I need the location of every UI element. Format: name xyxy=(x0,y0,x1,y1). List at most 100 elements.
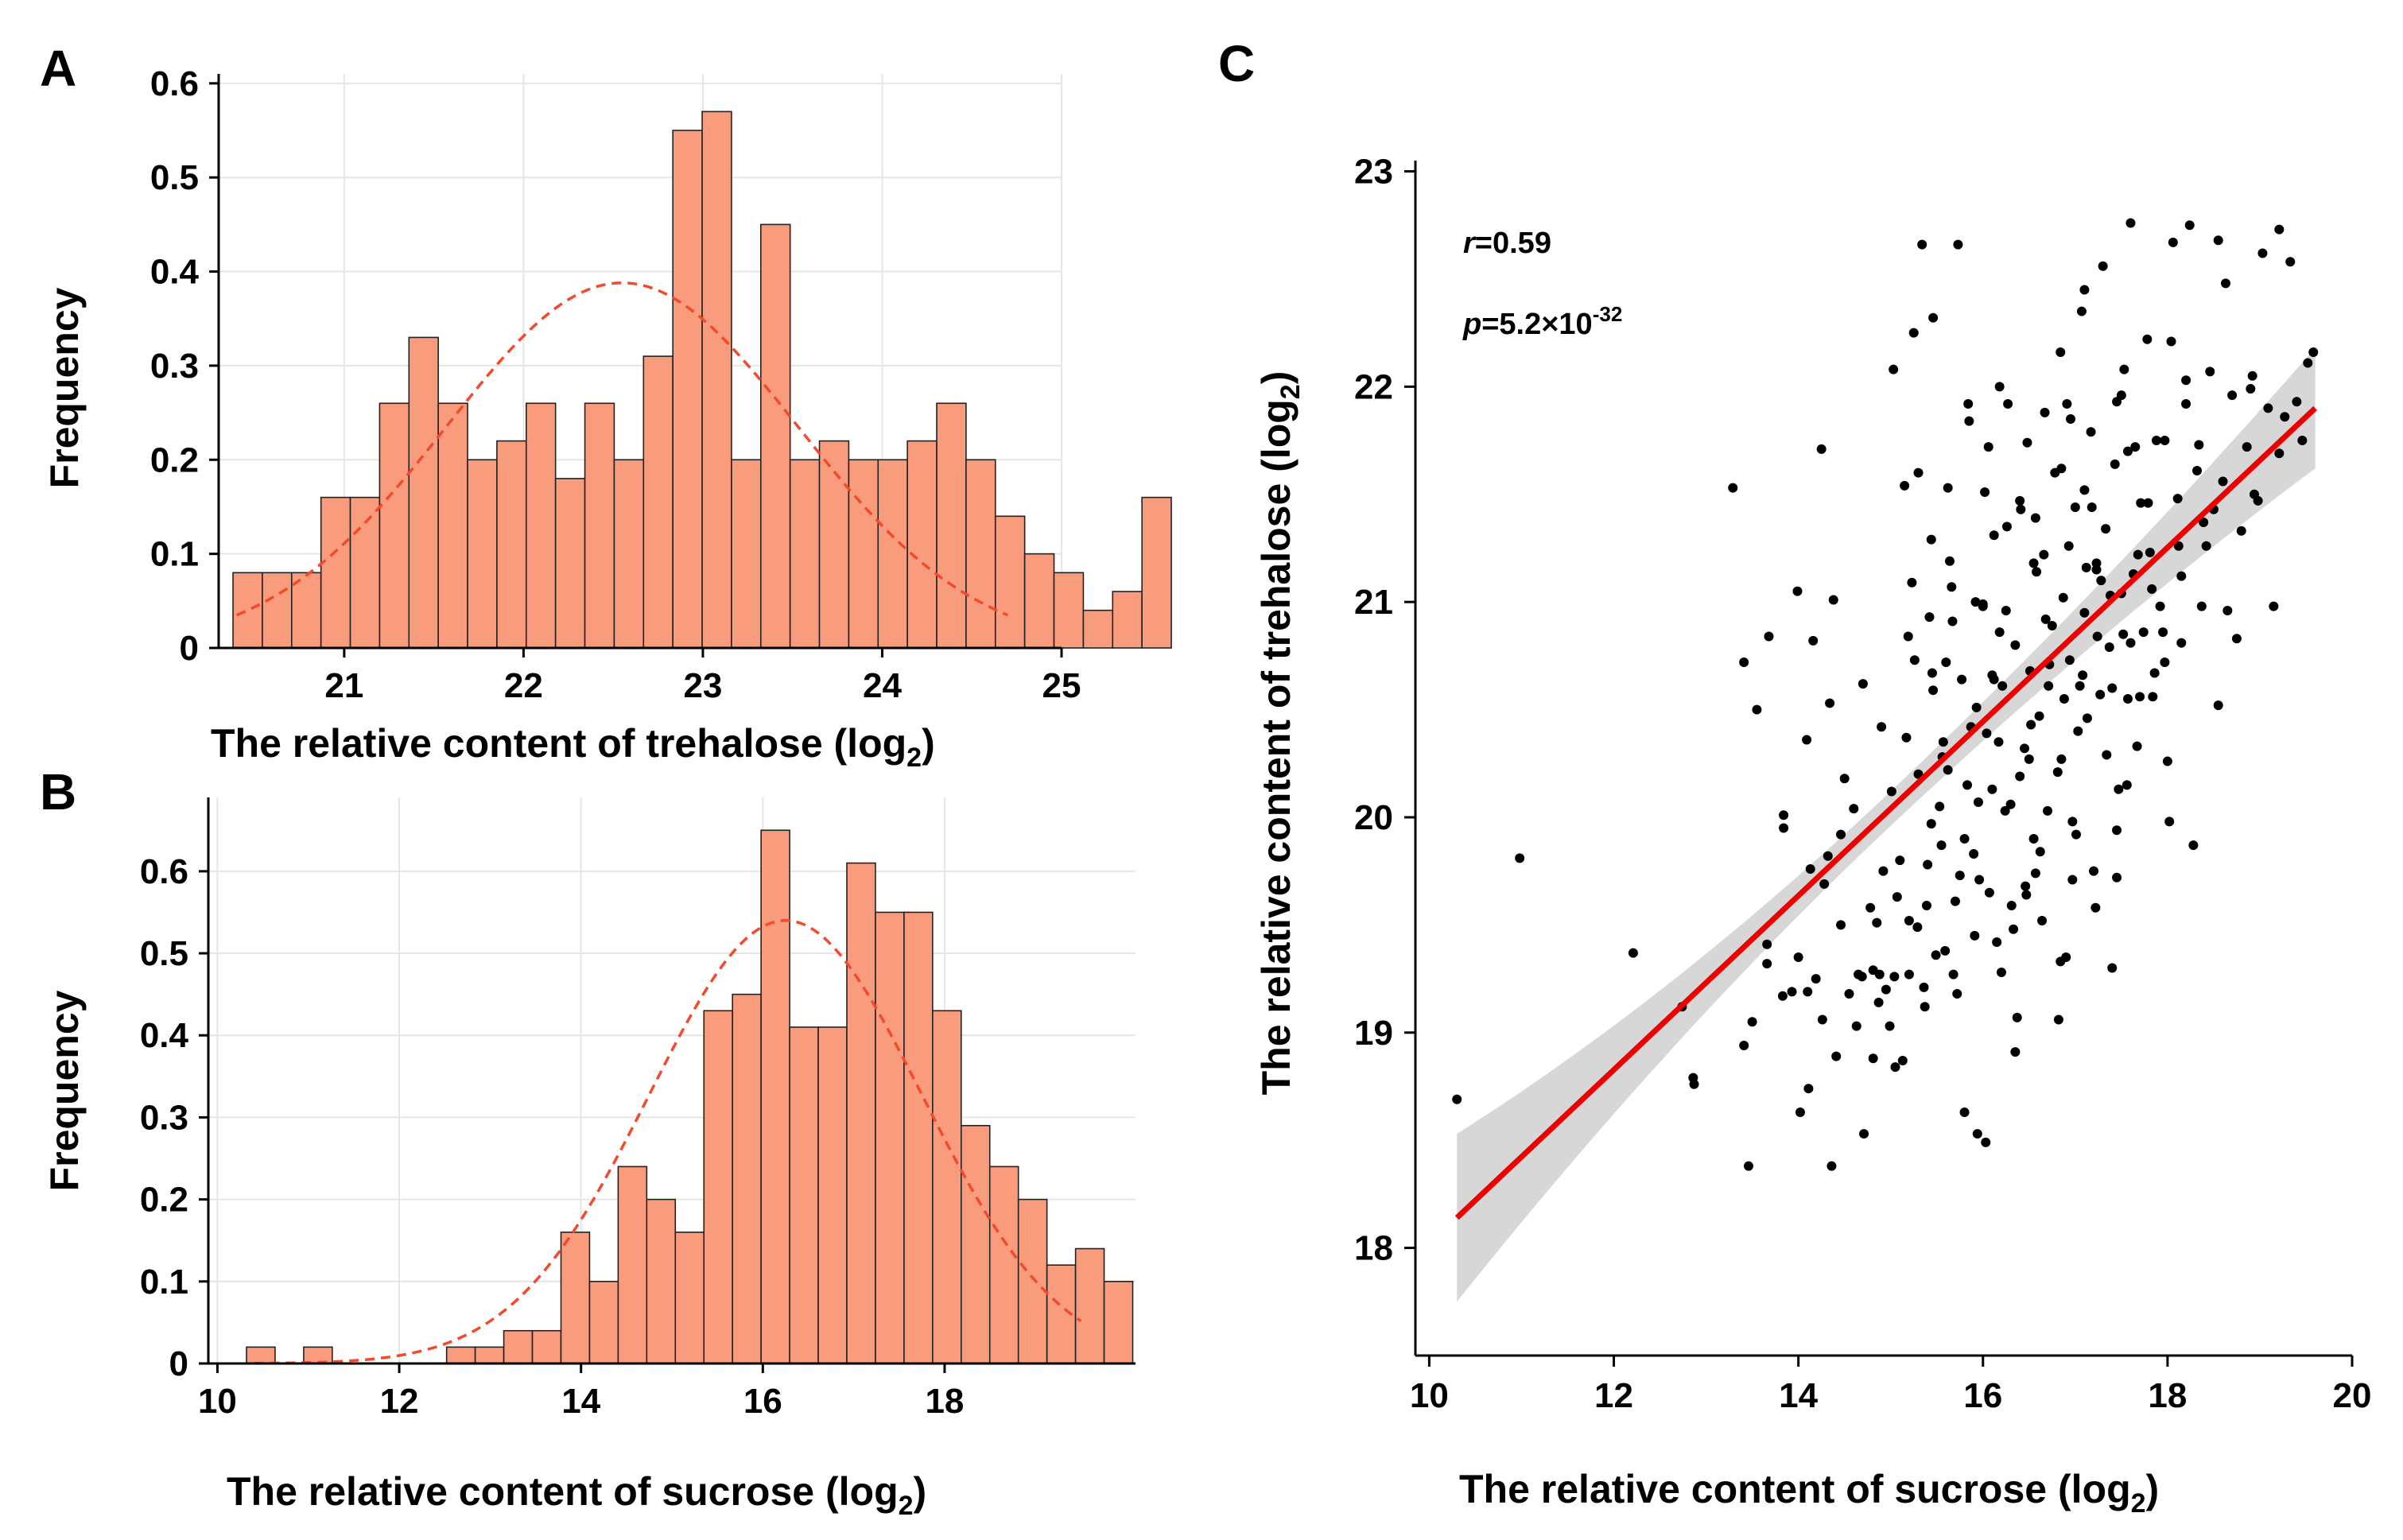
scatter-point xyxy=(1743,1161,1753,1171)
histogram-bar xyxy=(961,1124,991,1364)
scatter-point xyxy=(1982,728,1992,739)
scatter-point xyxy=(2149,668,2160,678)
tick-labels: 18 19 20 21 22 23 10 12 14 16 18 20 xyxy=(1354,153,2371,1415)
y-tick-label: 0.4 xyxy=(140,1016,189,1055)
histogram-bar xyxy=(1017,1198,1048,1364)
scatter-point xyxy=(2071,829,2081,840)
scatter-point xyxy=(1858,679,1868,689)
scatter-point xyxy=(1919,982,1929,992)
scatter-point xyxy=(2066,413,2076,424)
scatter-point xyxy=(2101,524,2111,534)
histogram-bar xyxy=(875,911,905,1364)
scatter-point xyxy=(2138,627,2149,638)
x-tick-label: 22 xyxy=(504,666,543,705)
scatter-point xyxy=(1823,851,1833,861)
scatter-point xyxy=(1989,674,1999,685)
scatter-point xyxy=(1973,797,1983,808)
scatter-point xyxy=(2236,526,2246,536)
regression-line xyxy=(1454,405,2317,1220)
scatter-point xyxy=(2073,726,2083,736)
histogram-bar xyxy=(246,1346,276,1364)
normal-fit-curve xyxy=(235,281,1008,617)
scatter-point xyxy=(2040,614,2051,624)
scatter-point xyxy=(2194,440,2204,450)
scatter-point xyxy=(1912,922,1923,933)
correlation-annotation: r=0.59 xyxy=(1463,227,1551,260)
x-tick-label: 10 xyxy=(1410,1376,1449,1415)
scatter-point xyxy=(1983,442,1993,452)
scatter-point xyxy=(1764,631,1774,642)
scatter-point xyxy=(1777,991,1788,1001)
scatter-point xyxy=(2070,502,2080,513)
scatter-point xyxy=(1936,840,1947,851)
scatter-point xyxy=(2151,436,2161,446)
scatter-point xyxy=(2122,694,2133,704)
histogram-bar xyxy=(760,829,790,1364)
scatter-points xyxy=(1452,218,2319,1171)
histogram-bar xyxy=(936,402,967,649)
x-tick-label: 18 xyxy=(2148,1376,2187,1415)
scatter-point xyxy=(1959,1107,1970,1117)
histogram-bar xyxy=(1103,1281,1134,1364)
scatter-point xyxy=(2022,437,2032,448)
scatter-point xyxy=(1803,987,1813,997)
scatter-point xyxy=(2062,399,2072,409)
scatter-point xyxy=(2032,567,2042,577)
scatter-point xyxy=(2205,367,2215,377)
scatter-point xyxy=(2000,805,2010,816)
histogram-bar xyxy=(437,402,468,649)
scatter-point xyxy=(1851,1021,1861,1031)
histogram-bar xyxy=(642,355,674,649)
scatter-point xyxy=(2181,399,2191,409)
scatter-point xyxy=(2303,358,2313,368)
histogram-bar xyxy=(525,402,557,649)
x-tick-label: 24 xyxy=(863,666,902,705)
scatter-point xyxy=(1928,685,1939,696)
scatter-point xyxy=(1928,312,1939,323)
scatter-point xyxy=(2188,840,2199,851)
scatter-point xyxy=(2135,692,2145,702)
x-tick-label: 20 xyxy=(2333,1376,2372,1415)
scatter-point xyxy=(1747,1017,1757,1027)
scatter-point xyxy=(1917,239,1927,250)
x-axis-title: The relative content of sucrose (log2) xyxy=(227,1469,926,1521)
scatter-point xyxy=(2280,412,2290,422)
scatter-point xyxy=(1868,1053,1878,1064)
x-tick-label: 18 xyxy=(925,1382,964,1421)
histogram-bar xyxy=(818,440,850,649)
y-tick-label: 0.2 xyxy=(150,440,199,479)
scatter-point xyxy=(2119,364,2129,374)
scatter-point xyxy=(2184,220,2195,231)
scatter-point xyxy=(2028,558,2039,568)
scatter-point xyxy=(2176,638,2187,648)
scatter-point xyxy=(2246,384,2256,394)
scatter-point xyxy=(2016,504,2026,514)
scatter-point xyxy=(1907,577,1917,588)
scatter-point xyxy=(2082,713,2092,723)
histogram-bar xyxy=(877,459,908,649)
scatter-point xyxy=(1943,483,1953,493)
scatter-point xyxy=(1931,950,1941,960)
scatter-point xyxy=(1904,915,1914,925)
scatter-point xyxy=(1921,901,1931,911)
axes xyxy=(1404,161,2354,1367)
histogram-bar xyxy=(1112,591,1143,649)
scatter-point xyxy=(2009,924,2019,934)
scatter-point xyxy=(2166,336,2176,347)
scatter-point xyxy=(2079,485,2090,495)
histogram-bar xyxy=(554,478,586,649)
scatter-point xyxy=(1762,959,1772,969)
scatter-point xyxy=(2112,825,2122,836)
scatter-point xyxy=(2249,489,2259,499)
normal-fit-curve xyxy=(254,919,1082,1365)
scatter-point xyxy=(1885,1021,1895,1031)
y-tick-label: 0.4 xyxy=(150,253,200,292)
scatter-point xyxy=(2201,541,2211,551)
scatter-point xyxy=(2005,799,2016,809)
scatter-point xyxy=(1865,902,1876,913)
scatter-point xyxy=(2078,670,2088,681)
scatter-point xyxy=(2173,541,2184,551)
tick-labels: 0 0.1 0.2 0.3 0.4 0.5 0.6 21 22 23 24 25 xyxy=(150,64,1081,705)
x-tick-label: 10 xyxy=(198,1382,237,1421)
